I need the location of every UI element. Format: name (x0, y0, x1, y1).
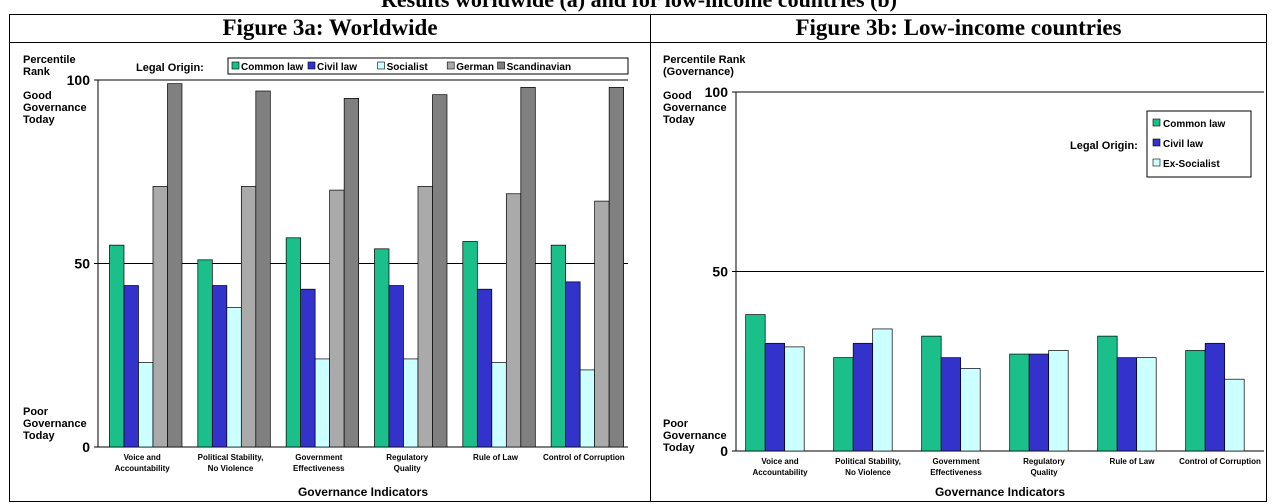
legend-entry: Common law (1163, 119, 1225, 130)
x-tick-label: Regulatory (1023, 457, 1065, 466)
y-tick-label: 100 (67, 72, 91, 88)
y-axis-label: Rank (23, 66, 51, 78)
bar-civil-law (940, 357, 962, 452)
x-tick-label: Political Stability, (835, 457, 901, 466)
x-tick-label: Voice and (124, 453, 161, 462)
y-top-note: Good (663, 90, 692, 102)
y-axis-label: Percentile (23, 54, 76, 66)
bar-civil-law (565, 281, 581, 448)
bar-scandinavian (167, 83, 183, 448)
bar-ex-socialist (960, 368, 981, 452)
x-tick-label: Rule of Law (1110, 457, 1156, 466)
bar-civil-law (1204, 342, 1226, 452)
bar-civil-law (764, 342, 786, 452)
legend-entry: Ex-Socialist (1163, 159, 1220, 170)
y-tick-label: 50 (74, 256, 90, 272)
x-axis-label: Governance Indicators (298, 485, 428, 499)
bar-ex-socialist (784, 346, 805, 452)
x-tick-label: No Violence (208, 464, 254, 473)
x-tick-label: Control of Corruption (543, 453, 625, 462)
y-top-note: Today (663, 114, 695, 126)
figure-frame (9, 14, 1267, 502)
legend-swatch (231, 61, 240, 70)
legend-swatch (1152, 138, 1161, 147)
x-tick-label: Government (932, 457, 979, 466)
bar-ex-socialist (1224, 378, 1245, 452)
x-tick-label: Effectiveness (930, 468, 982, 477)
x-axis-label: Governance Indicators (935, 485, 1065, 499)
x-tick-label: Rule of Law (473, 453, 519, 462)
bar-scandinavian (608, 86, 625, 448)
y-top-note: Today (23, 114, 55, 126)
legend-entry: Civil law (1163, 139, 1203, 150)
x-tick-label: Government (295, 453, 342, 462)
legend-swatch (307, 61, 316, 70)
x-tick-label: No Violence (845, 468, 891, 477)
y-axis-label: Percentile Rank (663, 54, 746, 66)
legend-swatch (497, 61, 505, 70)
y-tick-label: 0 (720, 443, 728, 459)
y-bottom-note: Governance (663, 430, 727, 442)
legend-box (1146, 110, 1252, 178)
chart-a-title: Figure 3a: Worldwide (10, 14, 650, 43)
bar-scandinavian (432, 94, 448, 448)
bar-civil-law (1028, 353, 1050, 452)
y-bottom-note: Governance (23, 418, 87, 430)
bar-common-law (1185, 350, 1206, 452)
y-axis-label: (Governance) (663, 66, 734, 78)
y-top-note: Governance (23, 102, 87, 114)
y-bottom-note: Today (23, 430, 55, 442)
x-tick-label: Effectiveness (293, 464, 345, 473)
bar-common-law (921, 335, 942, 452)
bar-scandinavian (343, 97, 359, 448)
y-bottom-note: Today (663, 442, 695, 454)
bar-scandinavian (520, 86, 536, 448)
y-tick-label: 100 (705, 84, 729, 100)
bar-common-law (745, 314, 766, 452)
y-tick-label: 0 (82, 439, 90, 455)
legend-title: Legal Origin: (1070, 140, 1138, 152)
y-tick-label: 50 (712, 264, 728, 280)
legend-entry: Common law (241, 62, 303, 73)
x-tick-label: Control of Corruption (1179, 457, 1261, 466)
bar-common-law (1009, 353, 1030, 452)
y-bottom-note: Poor (23, 406, 49, 418)
chart-b-title: Figure 3b: Low-income countries (651, 14, 1266, 43)
legend-entry: German (456, 62, 494, 73)
x-tick-label: Regulatory (386, 453, 428, 462)
x-tick-label: Accountability (752, 468, 808, 477)
bar-ex-socialist (1136, 357, 1157, 452)
y-bottom-note: Poor (663, 418, 689, 430)
x-tick-label: Voice and (761, 457, 798, 466)
x-tick-label: Accountability (115, 464, 171, 473)
bar-civil-law (1116, 357, 1138, 452)
x-tick-label: Political Stability, (198, 453, 264, 462)
bar-common-law (1097, 335, 1118, 452)
legend-swatch (1152, 158, 1161, 167)
x-tick-label: Quality (394, 464, 422, 473)
y-top-note: Good (23, 90, 52, 102)
bar-scandinavian (255, 90, 271, 448)
legend-title: Legal Origin: (136, 62, 204, 74)
legend-swatch (377, 61, 385, 70)
legend-entry: Civil law (317, 62, 357, 73)
legend-swatch (1152, 118, 1161, 127)
bar-civil-law (852, 342, 874, 452)
panel-divider (650, 14, 651, 502)
bar-ex-socialist (872, 328, 893, 452)
legend-entry: Scandinavian (507, 62, 571, 73)
y-top-note: Governance (663, 102, 727, 114)
legend-entry: Socialist (387, 62, 429, 73)
legend-swatch (446, 61, 455, 70)
bar-common-law (833, 357, 854, 452)
x-tick-label: Quality (1030, 468, 1058, 477)
bar-ex-socialist (1048, 350, 1069, 452)
legend-box (227, 57, 629, 75)
figure-suptitle: Results worldwide (a) and for low-income… (0, 0, 1278, 13)
